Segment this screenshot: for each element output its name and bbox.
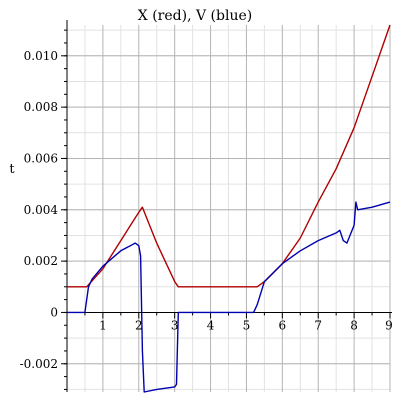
y-tick-label: 0 — [50, 305, 58, 319]
y-tick-labels: -0.002 0 0.002 0.004 0.006 0.008 0.010 — [20, 49, 59, 371]
x-tick-label: 5 — [243, 318, 251, 332]
chart-title: X (red), V (blue) — [138, 8, 252, 24]
y-axis-label: t — [9, 162, 15, 177]
y-tick-label: 0.008 — [24, 100, 58, 114]
axes — [61, 20, 392, 392]
x-tick-label: 4 — [207, 318, 215, 332]
x-tick-labels: 1 2 3 4 5 6 7 8 9 — [99, 318, 393, 332]
y-tick-label: 0.002 — [24, 254, 58, 268]
y-tick-label: -0.002 — [20, 357, 58, 371]
series-line-blue — [67, 201, 391, 393]
series-line-red — [67, 24, 391, 288]
x-tick-label: 2 — [135, 318, 143, 332]
x-tick-label: 6 — [279, 318, 287, 332]
y-tick-label: 0.010 — [24, 49, 58, 63]
y-tick-label: 0.006 — [24, 151, 58, 165]
x-tick-label: 8 — [350, 318, 358, 332]
x-tick-label: 7 — [314, 318, 322, 332]
y-tick-label: 0.004 — [24, 203, 59, 217]
series-group — [67, 24, 391, 393]
x-tick-label: 1 — [99, 318, 107, 332]
x-tick-label: 9 — [385, 318, 393, 332]
x-tick-label: 3 — [171, 318, 179, 332]
grid — [67, 25, 391, 392]
